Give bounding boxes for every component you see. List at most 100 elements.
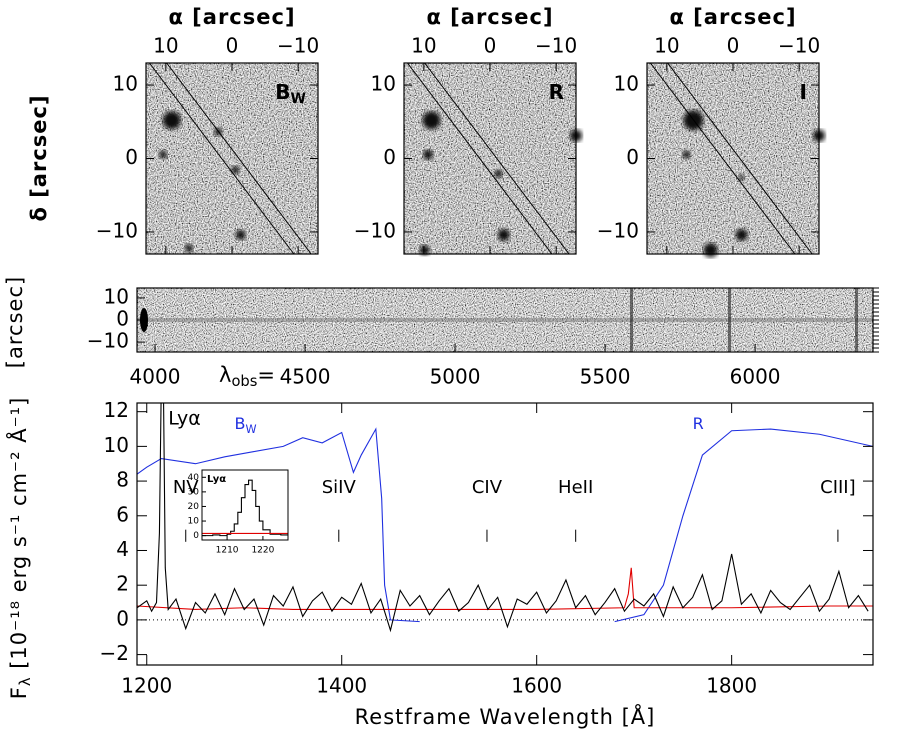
y-axis-label: δ [arcsec]: [27, 94, 51, 221]
source: [423, 149, 434, 160]
inset-title: Lyα: [207, 474, 226, 485]
sky-line: [728, 288, 731, 352]
spectrum-line: [137, 403, 869, 633]
inset-y-tick-label: 0: [193, 531, 199, 541]
y-axis-label-main: F: [7, 686, 31, 699]
image-noise: [146, 63, 318, 254]
image-noise: [647, 63, 819, 254]
y-tick-label: 10: [104, 433, 129, 457]
source: [497, 228, 510, 241]
source: [703, 243, 718, 258]
x-axis-label: α [arcsec]: [669, 5, 796, 29]
x-tick-label: 0: [727, 34, 740, 58]
inset-y-tick-label: 30: [188, 487, 200, 497]
x-tick-label: 5000: [430, 365, 481, 389]
annotation: BW: [234, 413, 256, 436]
obs-wavelength-label-main: λ: [219, 363, 231, 387]
y-tick-label: 6: [116, 502, 129, 526]
y-tick-label: 10: [113, 72, 138, 96]
source: [184, 244, 193, 253]
band-label-sub: W: [291, 91, 306, 107]
line-label: NV: [173, 477, 199, 498]
plot-frame: [136, 402, 874, 666]
spectrum-line: [202, 479, 288, 537]
y-tick-label: −10: [87, 329, 129, 353]
y-axis-label: Fλ [10⁻¹⁸ erg s⁻¹ cm⁻² Å⁻¹]: [5, 397, 34, 700]
y-tick-label: 0: [626, 145, 639, 169]
y-tick-label: 2: [116, 572, 129, 596]
annotation: R: [693, 413, 704, 432]
source: [422, 111, 441, 130]
slit-edge: [650, 62, 796, 255]
slit-edge: [166, 62, 312, 255]
y-tick-label: 10: [614, 72, 639, 96]
x-axis-label: α [arcsec]: [168, 5, 295, 29]
x-tick-label: 6000: [730, 365, 781, 389]
x-tick-label: −10: [535, 34, 577, 58]
x-tick-label: 1800: [706, 674, 757, 698]
y-tick-label: −2: [100, 641, 129, 665]
y-tick-label: 0: [116, 307, 129, 331]
line-label: CIII]: [820, 477, 856, 498]
sky-line: [630, 288, 633, 352]
annotation: Lyα: [168, 407, 201, 429]
spectrum-noise: [137, 288, 873, 352]
x-tick-label: 1400: [316, 674, 367, 698]
source: [682, 150, 691, 159]
y-tick-label: −10: [96, 218, 138, 242]
y-tick-label: 0: [383, 145, 396, 169]
band-label: R: [549, 80, 564, 104]
x-axis-label: Restframe Wavelength [Å]: [355, 703, 656, 729]
source: [162, 111, 181, 130]
y-tick-label: 0: [125, 145, 138, 169]
inset-x-tick-label: 1220: [251, 546, 274, 556]
y-tick-label: 4: [116, 537, 129, 561]
image-noise: [404, 63, 576, 254]
source: [235, 229, 246, 240]
y-tick-label: 8: [116, 468, 129, 492]
slit-edge: [407, 62, 553, 255]
x-tick-label: 4500: [280, 365, 331, 389]
trace: [137, 318, 873, 322]
sky-line: [855, 288, 858, 352]
slit-edge: [667, 62, 813, 255]
inset-bg: [202, 470, 288, 540]
spectrum-line: [614, 428, 873, 623]
slit-edge: [424, 62, 570, 255]
band-label-main: R: [549, 80, 564, 104]
x-tick-label: 5500: [580, 365, 631, 389]
y-tick-label: 10: [104, 284, 129, 308]
inset-y-tick-label: 10: [188, 517, 200, 527]
line-label: HeII: [558, 477, 593, 498]
x-tick-label: 10: [654, 34, 679, 58]
inset-y-tick-label: 20: [188, 502, 200, 512]
band-label-main: I: [800, 80, 807, 104]
inset-y-tick-label: 40: [188, 473, 200, 483]
y-tick-label: 12: [104, 398, 129, 422]
y-axis-label-rest: [10⁻¹⁸ erg s⁻¹ cm⁻² Å⁻¹]: [5, 397, 31, 677]
obs-wavelength-label-rest: =: [257, 363, 275, 387]
line-label: SiIV: [322, 477, 357, 498]
y-tick-label: −10: [597, 218, 639, 242]
annotation-sub: W: [245, 423, 256, 436]
x-tick-label: 0: [484, 34, 497, 58]
obs-wavelength-label: λobs=: [219, 363, 275, 390]
y-axis-label-sub: λ: [17, 676, 34, 686]
annotation-main: B: [234, 413, 245, 432]
y-axis-label: [arcsec]: [3, 276, 27, 368]
x-tick-label: 0: [226, 34, 239, 58]
line-label: CIV: [472, 477, 503, 498]
x-tick-label: 1600: [511, 674, 562, 698]
x-tick-label: 1200: [121, 674, 172, 698]
annotation-main: R: [693, 413, 704, 432]
source: [738, 174, 745, 181]
band-label: I: [800, 80, 807, 104]
x-tick-label: −10: [778, 34, 820, 58]
obs-wavelength-label-sub: obs: [231, 373, 257, 390]
x-tick-label: 10: [153, 34, 178, 58]
spectrum-line: [137, 567, 873, 611]
y-tick-label: −10: [354, 218, 396, 242]
x-axis-label: α [arcsec]: [426, 5, 553, 29]
source: [494, 169, 503, 178]
